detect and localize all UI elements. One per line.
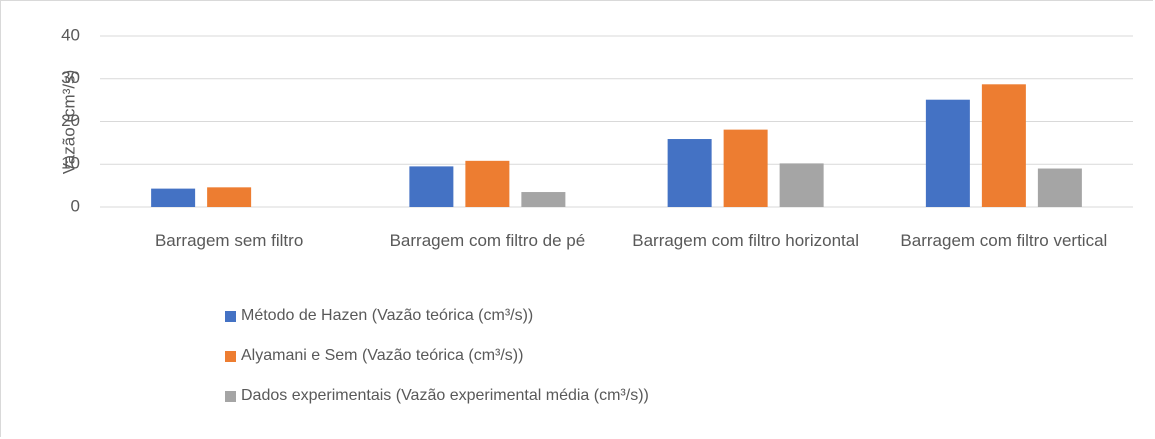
legend-swatch <box>225 310 236 322</box>
legend-label: Alyamani e Sem (Vazão teórica (cm³/s)) <box>241 347 524 364</box>
y-tick-label: 30 <box>61 68 80 87</box>
bar <box>981 84 1026 207</box>
x-tick-label: Barragem com filtro horizontal <box>632 231 859 250</box>
legend-label: Método de Hazen (Vazão teórica (cm³/s)) <box>241 307 534 324</box>
y-axis-title: Vazão (cm³/s) <box>59 70 78 175</box>
legend-swatch <box>225 350 236 362</box>
bar <box>409 166 454 207</box>
x-tick-label: Barragem com filtro vertical <box>900 231 1108 250</box>
y-tick-label: 0 <box>71 196 80 215</box>
bar <box>465 160 510 207</box>
bar <box>667 139 712 207</box>
legend-item: Método de Hazen (Vazão teórica (cm³/s)) <box>225 307 533 325</box>
bar <box>925 99 970 207</box>
legend-label: Dados experimentais (Vazão experimental … <box>241 387 649 404</box>
bar <box>207 187 252 207</box>
y-tick-label: 20 <box>61 111 80 130</box>
y-tick-label: 10 <box>61 154 80 173</box>
bar <box>151 188 196 207</box>
legend-swatch <box>225 390 236 402</box>
bar <box>521 192 566 207</box>
legend-item: Alyamani e Sem (Vazão teórica (cm³/s)) <box>225 347 523 365</box>
legend-item: Dados experimentais (Vazão experimental … <box>225 387 649 405</box>
bar <box>779 163 824 207</box>
y-tick-label: 40 <box>61 25 80 44</box>
bar <box>723 129 768 207</box>
x-tick-label: Barragem sem filtro <box>154 231 304 250</box>
x-tick-label: Barragem com filtro de pé <box>389 231 586 250</box>
bar <box>1037 168 1082 207</box>
